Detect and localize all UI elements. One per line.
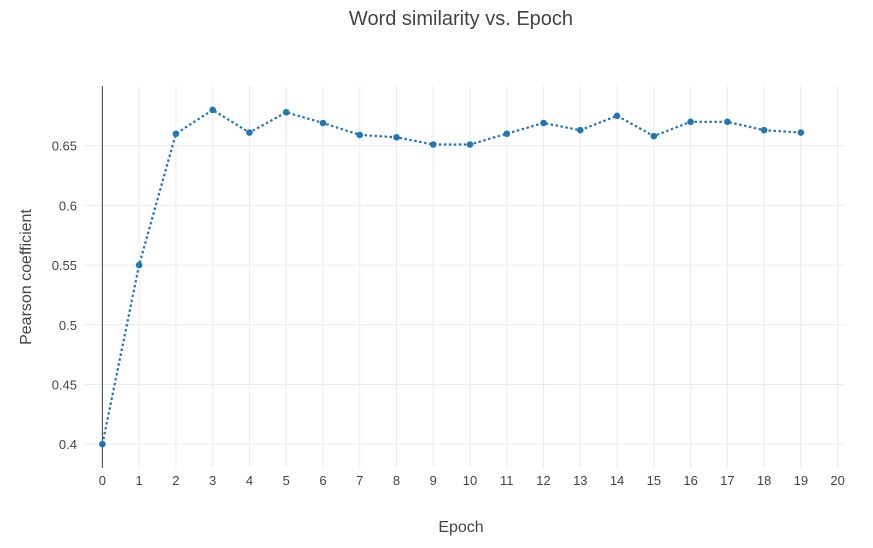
data-point bbox=[429, 141, 437, 148]
x-tick-label: 2 bbox=[172, 473, 179, 488]
chart-title: Word similarity vs. Epoch bbox=[349, 8, 573, 30]
x-tick-label: 8 bbox=[393, 473, 400, 488]
x-tick-label: 7 bbox=[356, 473, 363, 488]
y-tick-label: 0.5 bbox=[59, 318, 77, 333]
y-tick-label: 0.55 bbox=[52, 258, 77, 273]
x-tick-label: 14 bbox=[610, 473, 624, 488]
x-tick-label: 9 bbox=[430, 473, 437, 488]
data-point bbox=[466, 141, 474, 148]
data-point bbox=[760, 126, 768, 134]
x-tick-label: 13 bbox=[573, 473, 587, 488]
data-point bbox=[650, 132, 658, 140]
series-line bbox=[101, 108, 801, 445]
grid-lines bbox=[84, 86, 845, 468]
data-point bbox=[172, 130, 180, 138]
data-point bbox=[99, 440, 106, 448]
data-point bbox=[724, 118, 731, 126]
data-point bbox=[319, 119, 327, 127]
data-point bbox=[613, 112, 621, 120]
data-point bbox=[540, 119, 547, 127]
x-tick-label: 3 bbox=[209, 473, 216, 488]
data-point bbox=[577, 126, 584, 134]
data-point bbox=[797, 129, 805, 136]
x-axis-ticks: 0 1 2 3 4 5 6 7 8 9 10 11 12 13 14 15 16 17 18 19 20 bbox=[99, 473, 845, 488]
y-tick-label: 0.65 bbox=[52, 139, 77, 154]
x-tick-label: 19 bbox=[794, 473, 808, 488]
y-tick-label: 0.4 bbox=[59, 437, 77, 452]
data-point bbox=[503, 130, 511, 138]
x-tick-label: 16 bbox=[683, 473, 697, 488]
x-tick-label: 1 bbox=[136, 473, 143, 488]
data-point bbox=[356, 131, 364, 139]
y-axis-title: Pearson coefficient bbox=[18, 209, 35, 345]
x-tick-label: 6 bbox=[319, 473, 326, 488]
x-tick-label: 12 bbox=[536, 473, 550, 488]
data-points bbox=[99, 106, 805, 448]
x-tick-label: 11 bbox=[500, 473, 514, 488]
x-tick-label: 5 bbox=[283, 473, 290, 488]
x-tick-label: 17 bbox=[720, 473, 734, 488]
data-point bbox=[393, 134, 400, 141]
data-point bbox=[282, 108, 290, 116]
x-tick-label: 15 bbox=[647, 473, 661, 488]
data-point bbox=[246, 129, 253, 136]
x-tick-label: 20 bbox=[830, 473, 844, 488]
x-tick-label: 0 bbox=[99, 473, 106, 488]
x-tick-label: 18 bbox=[757, 473, 771, 488]
data-point bbox=[209, 106, 216, 114]
y-axis-ticks: 0.4 0.45 0.5 0.55 0.6 0.65 bbox=[52, 139, 77, 452]
x-tick-label: 10 bbox=[463, 473, 477, 488]
x-tick-label: 4 bbox=[246, 473, 253, 488]
y-tick-label: 0.6 bbox=[59, 198, 77, 213]
data-point bbox=[687, 118, 694, 126]
data-point bbox=[135, 261, 143, 269]
x-axis-title: Epoch bbox=[438, 519, 483, 536]
y-tick-label: 0.45 bbox=[52, 377, 77, 392]
